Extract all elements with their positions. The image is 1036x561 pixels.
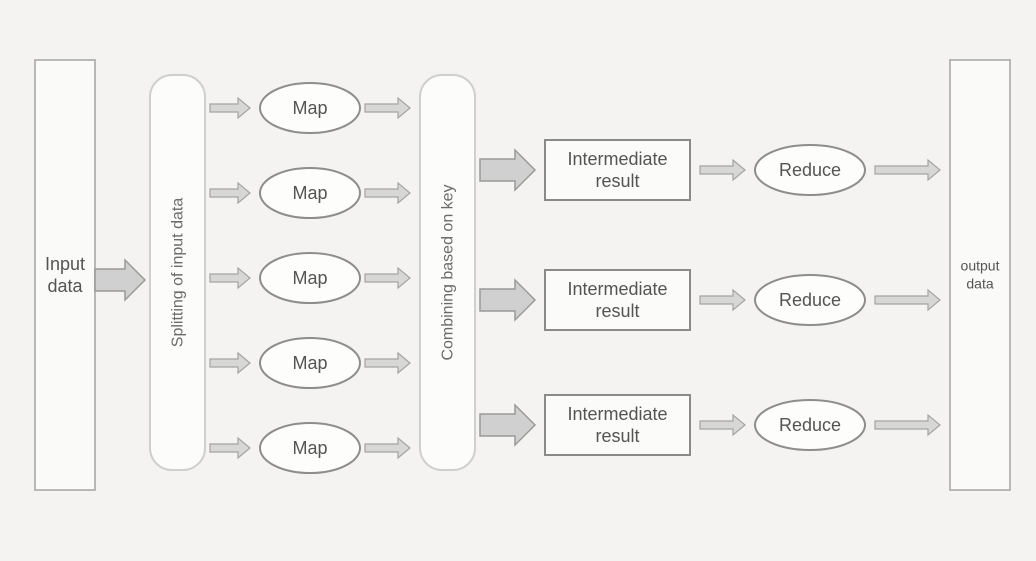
svg-text:Map: Map [292,353,327,373]
thin-arrow [875,415,940,435]
thin-arrow [210,98,250,118]
svg-text:Map: Map [292,98,327,118]
thin-arrow [365,353,410,373]
svg-text:Reduce: Reduce [779,160,841,180]
svg-text:Reduce: Reduce [779,290,841,310]
block-arrow [480,150,535,190]
thin-arrow [700,160,745,180]
thin-arrow [365,268,410,288]
svg-text:Reduce: Reduce [779,415,841,435]
svg-text:Map: Map [292,438,327,458]
thin-arrow [875,160,940,180]
svg-text:result: result [595,426,639,446]
svg-text:Intermediate: Intermediate [567,404,667,424]
svg-text:Map: Map [292,268,327,288]
thin-arrow [210,438,250,458]
svg-text:result: result [595,171,639,191]
mapreduce-diagram: InputdataSplitting of input dataCombinin… [0,0,1036,561]
svg-text:Splitting of input data: Splitting of input data [170,198,187,348]
thin-arrow [210,268,250,288]
svg-text:data: data [966,276,993,292]
svg-text:Combining based on key: Combining based on key [440,184,457,360]
block-arrow [480,280,535,320]
svg-text:Map: Map [292,183,327,203]
svg-text:Input: Input [45,254,85,274]
svg-text:output: output [961,258,1000,274]
svg-text:result: result [595,301,639,321]
thin-arrow [700,415,745,435]
thin-arrow [365,183,410,203]
block-arrow [95,260,145,300]
block-arrow [480,405,535,445]
svg-text:Intermediate: Intermediate [567,279,667,299]
thin-arrow [210,183,250,203]
thin-arrow [700,290,745,310]
thin-arrow [365,438,410,458]
thin-arrow [210,353,250,373]
thin-arrow [875,290,940,310]
svg-text:Intermediate: Intermediate [567,149,667,169]
thin-arrow [365,98,410,118]
svg-text:data: data [47,276,83,296]
